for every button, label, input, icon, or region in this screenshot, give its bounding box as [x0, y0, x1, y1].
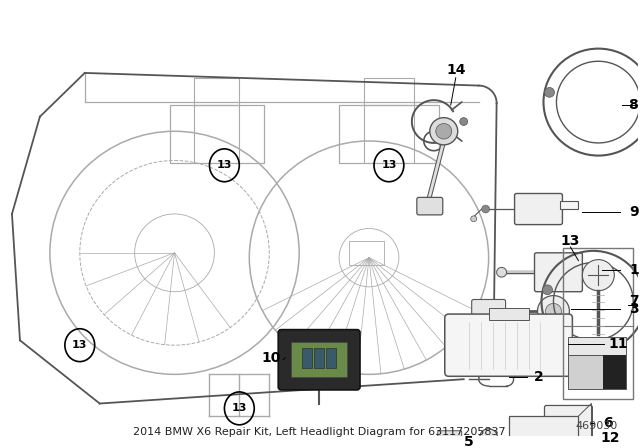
Circle shape: [482, 205, 490, 213]
Circle shape: [545, 303, 561, 319]
Text: 3: 3: [629, 302, 639, 316]
Text: 9: 9: [629, 205, 639, 219]
Text: 10: 10: [262, 351, 281, 365]
FancyBboxPatch shape: [515, 194, 563, 224]
Text: 2014 BMW X6 Repair Kit, Left Headlight Diagram for 63117205837: 2014 BMW X6 Repair Kit, Left Headlight D…: [132, 427, 506, 437]
FancyBboxPatch shape: [509, 416, 579, 448]
FancyBboxPatch shape: [561, 201, 579, 209]
Circle shape: [436, 124, 452, 139]
Text: 12: 12: [600, 431, 620, 444]
Circle shape: [479, 429, 498, 446]
Circle shape: [497, 267, 507, 277]
Text: 13: 13: [72, 340, 88, 350]
Text: 11: 11: [609, 337, 628, 351]
FancyBboxPatch shape: [604, 355, 627, 389]
FancyBboxPatch shape: [489, 308, 529, 320]
Text: 13: 13: [561, 234, 580, 248]
Text: 7: 7: [629, 294, 639, 308]
FancyBboxPatch shape: [302, 348, 312, 367]
Circle shape: [470, 216, 477, 222]
Circle shape: [430, 118, 458, 145]
Text: 8: 8: [628, 98, 638, 112]
FancyBboxPatch shape: [438, 431, 461, 444]
FancyBboxPatch shape: [314, 348, 324, 367]
Text: 1: 1: [629, 263, 639, 277]
FancyBboxPatch shape: [472, 299, 506, 323]
Circle shape: [545, 87, 554, 97]
FancyBboxPatch shape: [534, 253, 582, 292]
Text: 5: 5: [464, 435, 474, 448]
FancyBboxPatch shape: [568, 337, 627, 355]
Text: 13: 13: [381, 160, 397, 170]
FancyBboxPatch shape: [417, 198, 443, 215]
FancyBboxPatch shape: [278, 330, 360, 390]
Text: 13: 13: [217, 160, 232, 170]
FancyBboxPatch shape: [545, 405, 593, 440]
FancyBboxPatch shape: [445, 314, 572, 376]
FancyBboxPatch shape: [291, 342, 347, 377]
Text: 2: 2: [534, 370, 543, 384]
Text: 13: 13: [232, 403, 247, 414]
Circle shape: [543, 285, 552, 295]
Text: 469030: 469030: [575, 421, 618, 431]
Text: 14: 14: [446, 63, 465, 77]
Circle shape: [460, 118, 468, 125]
Text: 6: 6: [604, 416, 613, 430]
Circle shape: [582, 259, 614, 291]
Circle shape: [520, 418, 529, 428]
Circle shape: [538, 296, 570, 327]
FancyBboxPatch shape: [568, 355, 627, 389]
FancyBboxPatch shape: [326, 348, 336, 367]
